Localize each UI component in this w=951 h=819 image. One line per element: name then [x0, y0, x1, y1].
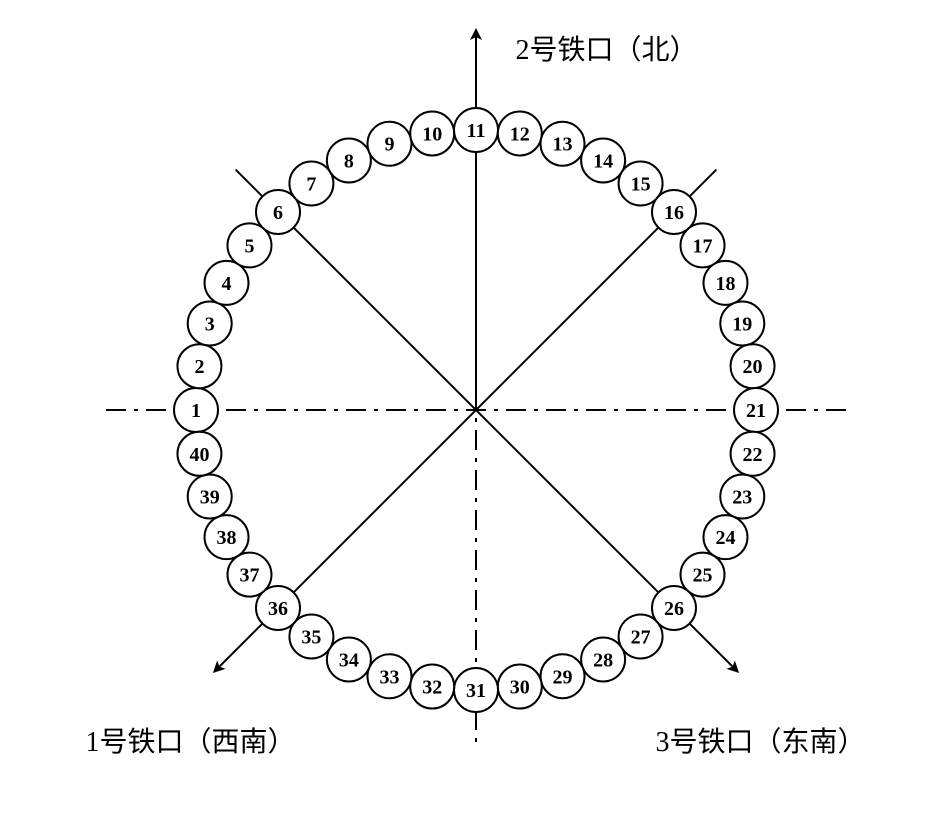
node-label-35: 35 — [301, 626, 321, 648]
node-19: 19 — [720, 301, 764, 345]
node-label-6: 6 — [273, 202, 283, 224]
node-label-36: 36 — [268, 597, 288, 619]
node-label-8: 8 — [343, 150, 353, 172]
label-southeast: 3号铁口（东南） — [656, 720, 866, 760]
node-label-19: 19 — [732, 313, 752, 335]
circular-node-diagram: 1234567891011121314151617181920212223242… — [76, 10, 876, 810]
node-label-7: 7 — [306, 173, 316, 195]
node-20: 20 — [730, 344, 774, 388]
node-label-24: 24 — [715, 527, 735, 549]
node-label-4: 4 — [221, 272, 231, 294]
node-label-30: 30 — [509, 676, 529, 698]
node-27: 27 — [618, 614, 662, 658]
diagram-svg: 1234567891011121314151617181920212223242… — [76, 10, 876, 810]
node-label-40: 40 — [189, 443, 209, 465]
node-label-12: 12 — [509, 123, 529, 145]
node-label-13: 13 — [552, 133, 572, 155]
node-label-14: 14 — [593, 150, 613, 172]
node-label-20: 20 — [742, 356, 762, 378]
node-28: 28 — [581, 637, 625, 681]
node-label-26: 26 — [663, 597, 683, 619]
node-label-18: 18 — [715, 272, 735, 294]
node-label-25: 25 — [692, 564, 712, 586]
node-label-2: 2 — [194, 356, 204, 378]
node-label-23: 23 — [732, 486, 752, 508]
node-label-38: 38 — [216, 527, 236, 549]
node-label-11: 11 — [466, 120, 485, 142]
node-1: 1 — [174, 388, 218, 432]
node-label-15: 15 — [630, 173, 650, 195]
node-label-21: 21 — [746, 400, 766, 422]
node-label-33: 33 — [379, 666, 399, 688]
node-label-29: 29 — [552, 666, 572, 688]
node-label-22: 22 — [742, 443, 762, 465]
node-label-10: 10 — [422, 123, 442, 145]
node-37: 37 — [227, 552, 271, 596]
node-17: 17 — [680, 223, 724, 267]
node-label-34: 34 — [338, 649, 358, 671]
node-label-39: 39 — [199, 486, 219, 508]
node-18: 18 — [703, 260, 747, 304]
node-label-3: 3 — [204, 313, 214, 335]
node-label-32: 32 — [422, 676, 442, 698]
node-label-37: 37 — [239, 564, 259, 586]
node-label-16: 16 — [663, 202, 683, 224]
node-2: 2 — [177, 344, 221, 388]
node-30: 30 — [497, 664, 541, 708]
node-label-17: 17 — [692, 235, 712, 257]
label-north: 2号铁口（北） — [516, 28, 698, 68]
node-4: 4 — [204, 260, 248, 304]
node-9: 9 — [367, 121, 411, 165]
node-33: 33 — [367, 654, 411, 698]
node-29: 29 — [540, 654, 584, 698]
node-label-5: 5 — [244, 235, 254, 257]
node-31: 31 — [454, 668, 498, 712]
node-32: 32 — [410, 664, 454, 708]
node-7: 7 — [289, 161, 333, 205]
node-label-1: 1 — [191, 400, 201, 422]
label-southwest: 1号铁口（西南） — [86, 720, 296, 760]
node-24: 24 — [703, 515, 747, 559]
node-12: 12 — [497, 111, 541, 155]
node-8: 8 — [326, 138, 370, 182]
node-22: 22 — [730, 431, 774, 475]
node-14: 14 — [581, 138, 625, 182]
node-label-28: 28 — [593, 649, 613, 671]
node-39: 39 — [187, 474, 231, 518]
node-10: 10 — [410, 111, 454, 155]
node-34: 34 — [326, 637, 370, 681]
node-3: 3 — [187, 301, 231, 345]
node-23: 23 — [720, 474, 764, 518]
node-21: 21 — [734, 388, 778, 432]
node-11: 11 — [454, 108, 498, 152]
node-label-31: 31 — [466, 680, 486, 702]
node-38: 38 — [204, 515, 248, 559]
node-13: 13 — [540, 121, 584, 165]
node-40: 40 — [177, 431, 221, 475]
node-label-27: 27 — [630, 626, 650, 648]
node-label-9: 9 — [384, 133, 394, 155]
